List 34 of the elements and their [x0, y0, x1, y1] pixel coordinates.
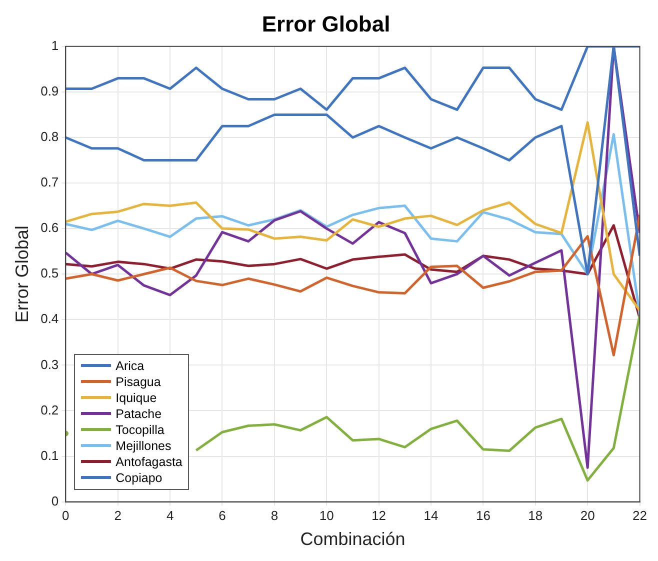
x-tick-label: 16	[476, 508, 490, 524]
x-tick-label: 12	[372, 508, 386, 524]
legend-label: Tocopilla	[116, 422, 164, 437]
x-tick-label: 6	[218, 508, 226, 524]
y-tick-label: 0.2	[40, 402, 59, 418]
legend-label: Arica	[116, 358, 144, 373]
y-tick-label: 0.6	[40, 220, 59, 236]
x-tick-label: 14	[424, 508, 438, 524]
chart-title: Error Global	[262, 11, 390, 36]
x-tick-label: 10	[319, 508, 334, 524]
x-tick-label: 22	[632, 508, 648, 524]
legend-label: Mejillones	[116, 438, 172, 453]
y-tick-label: 0.4	[40, 311, 59, 326]
legend-label: Patache	[116, 406, 162, 421]
x-tick-label: 8	[270, 508, 278, 524]
legend-label: Antofagasta	[116, 454, 182, 469]
x-tick-label: 18	[528, 508, 543, 524]
y-tick-label: 0.5	[40, 266, 59, 281]
x-tick-label: 4	[166, 508, 174, 524]
y-tick-label: 0.7	[40, 174, 59, 190]
legend-label: Iquique	[116, 390, 157, 405]
x-axis-title: Combinación	[300, 529, 406, 550]
y-axis-title: Error Global	[12, 226, 32, 323]
y-tick-label: 1	[51, 38, 59, 53]
y-tick-label: 0.8	[40, 129, 59, 144]
legend-label: Pisagua	[116, 374, 161, 389]
y-tick-label: 0.3	[40, 356, 59, 372]
x-tick-label: 20	[580, 508, 595, 524]
x-tick-label: 2	[114, 508, 122, 524]
y-tick-label: 0.1	[40, 448, 59, 463]
legend-label: Copiapo	[116, 470, 162, 485]
y-tick-label: 0.9	[40, 84, 59, 99]
y-tick-label: 0	[51, 493, 59, 508]
x-tick-label: 0	[62, 508, 70, 524]
